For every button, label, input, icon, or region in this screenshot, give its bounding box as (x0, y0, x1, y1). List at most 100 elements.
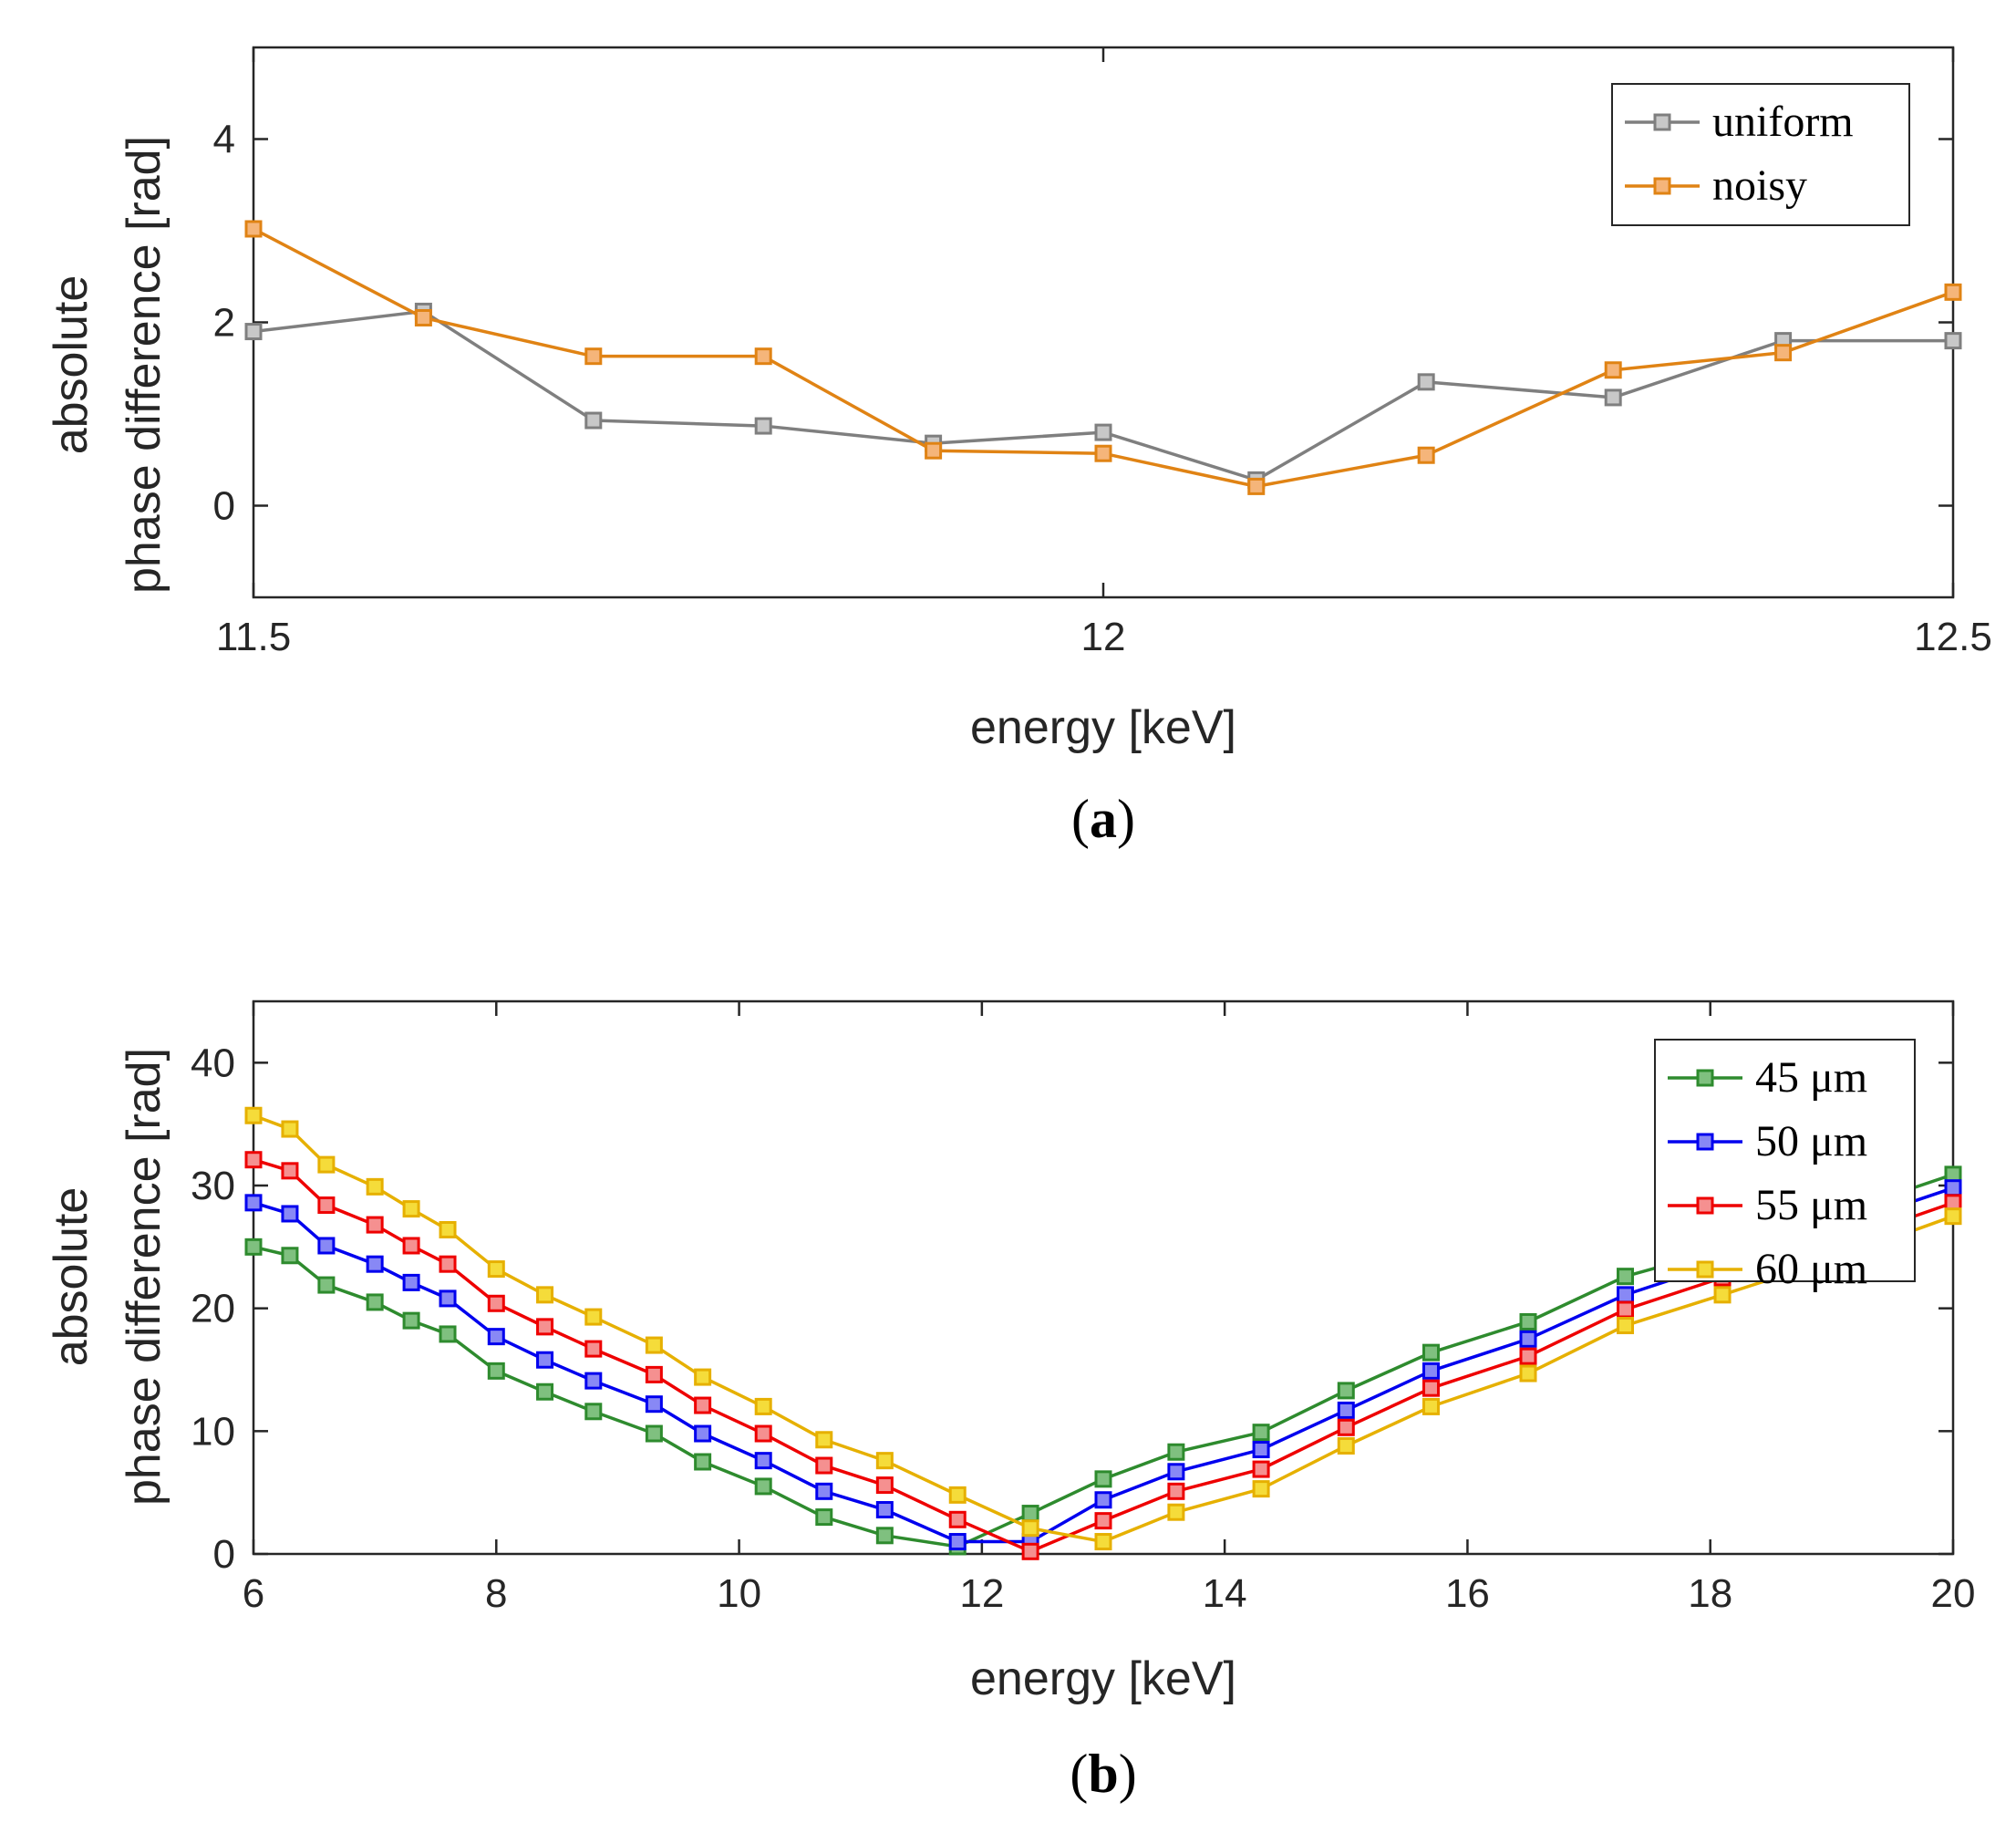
data-point-marker (584, 347, 603, 366)
data-point-marker (1713, 1286, 1732, 1304)
data-point-marker (487, 1328, 505, 1346)
data-point-marker (487, 1362, 505, 1380)
data-point-marker (1094, 1512, 1112, 1530)
data-point-marker (815, 1508, 833, 1527)
data-point-marker (948, 1510, 967, 1528)
data-point-marker (584, 1403, 603, 1421)
data-point-marker (487, 1294, 505, 1312)
data-point-marker (402, 1311, 420, 1330)
panel-caption-letter: b (1088, 1744, 1118, 1804)
data-point-marker (1944, 283, 1962, 301)
data-point-marker (366, 1177, 384, 1196)
data-point-marker (439, 1325, 457, 1343)
data-point-marker (694, 1396, 712, 1414)
x-tick-label: 11.5 (216, 615, 291, 659)
data-point-marker (1422, 1379, 1440, 1397)
data-point-marker (1252, 1424, 1270, 1442)
data-point-marker (875, 1501, 894, 1519)
x-tick-label: 20 (1931, 1571, 1976, 1616)
data-point-marker (754, 1424, 772, 1443)
data-point-marker (439, 1220, 457, 1238)
data-point-marker (487, 1260, 505, 1279)
data-point-marker (1944, 1207, 1962, 1226)
data-point-marker (1417, 446, 1435, 464)
x-tick-label: 6 (243, 1571, 264, 1616)
legend-marker (1696, 1133, 1714, 1151)
data-point-marker (925, 441, 943, 460)
y-axis-label-line1: absolute (45, 275, 98, 455)
x-tick-label: 12 (1081, 615, 1126, 659)
data-point-marker (1252, 1441, 1270, 1459)
chart-panel-a: 11.5 12 12.5 0 2 4 energy [keV] absolute phase d… (45, 46, 1992, 849)
data-point-marker (1617, 1300, 1635, 1319)
data-point-marker (1167, 1503, 1185, 1521)
data-point-marker (1774, 344, 1793, 362)
data-point-marker (317, 1237, 336, 1255)
data-point-marker (244, 1106, 263, 1124)
data-point-marker (645, 1336, 663, 1354)
data-point-marker (281, 1120, 299, 1138)
data-point-marker (414, 308, 432, 326)
data-point-marker (1167, 1463, 1185, 1481)
legend-marker (1696, 1196, 1714, 1215)
data-point-marker (584, 1372, 603, 1390)
legend-label: 60 μm (1755, 1245, 1867, 1293)
x-tick-label: 12 (959, 1571, 1004, 1616)
y-tick-label: 10 (191, 1409, 235, 1454)
data-point-marker (694, 1453, 712, 1471)
data-point-marker (645, 1424, 663, 1443)
y-axis-label-line2: phase difference [rad] (118, 136, 171, 594)
y-tick-label: 30 (191, 1164, 235, 1208)
y-tick-label: 0 (213, 1532, 235, 1577)
data-point-marker (1519, 1330, 1537, 1348)
data-point-marker (1944, 1179, 1962, 1197)
y-tick-label: 2 (213, 301, 235, 346)
data-point-marker (815, 1482, 833, 1500)
data-point-marker (1519, 1364, 1537, 1383)
data-point-marker (439, 1289, 457, 1308)
data-point-marker (1094, 1470, 1112, 1488)
data-point-marker (1617, 1317, 1635, 1335)
x-tick-label: 10 (717, 1571, 761, 1616)
x-tick-label: 16 (1445, 1571, 1490, 1616)
y-tick-label: 4 (213, 118, 235, 162)
data-point-marker (1422, 1397, 1440, 1415)
data-point-marker (366, 1293, 384, 1311)
data-point-marker (281, 1205, 299, 1223)
y-tick-label: 0 (213, 484, 235, 529)
y-tick-label: 40 (191, 1041, 235, 1085)
x-tick-label: 18 (1688, 1571, 1732, 1616)
data-point-marker (1252, 1480, 1270, 1498)
legend: uniform noisy (1611, 83, 1910, 226)
data-point-marker (754, 1397, 772, 1415)
legend-box (1611, 83, 1910, 226)
data-point-marker (1604, 361, 1622, 379)
data-point-marker (584, 1308, 603, 1326)
data-point-marker (1519, 1312, 1537, 1331)
data-point-marker (1519, 1347, 1537, 1365)
data-point-marker (536, 1383, 554, 1401)
legend-label: 50 μm (1755, 1117, 1867, 1165)
data-point-marker (402, 1200, 420, 1218)
data-point-marker (1337, 1382, 1355, 1400)
data-point-marker (536, 1286, 554, 1304)
legend-marker (1696, 1069, 1714, 1087)
data-point-marker (1337, 1436, 1355, 1455)
data-point-marker (1604, 388, 1622, 407)
data-point-marker (1021, 1519, 1039, 1538)
data-point-marker (281, 1247, 299, 1265)
data-point-marker (694, 1424, 712, 1443)
data-point-marker (875, 1476, 894, 1495)
data-point-marker (244, 1194, 263, 1212)
data-point-marker (1337, 1418, 1355, 1436)
data-point-marker (244, 1151, 263, 1169)
data-point-marker (754, 1452, 772, 1470)
legend-marker (1653, 177, 1671, 195)
data-point-marker (536, 1318, 554, 1336)
data-point-marker (244, 220, 263, 238)
x-tick-label: 8 (485, 1571, 507, 1616)
data-point-marker (815, 1431, 833, 1449)
data-point-marker (1417, 373, 1435, 391)
data-point-marker (645, 1395, 663, 1414)
data-point-marker (1094, 1491, 1112, 1509)
